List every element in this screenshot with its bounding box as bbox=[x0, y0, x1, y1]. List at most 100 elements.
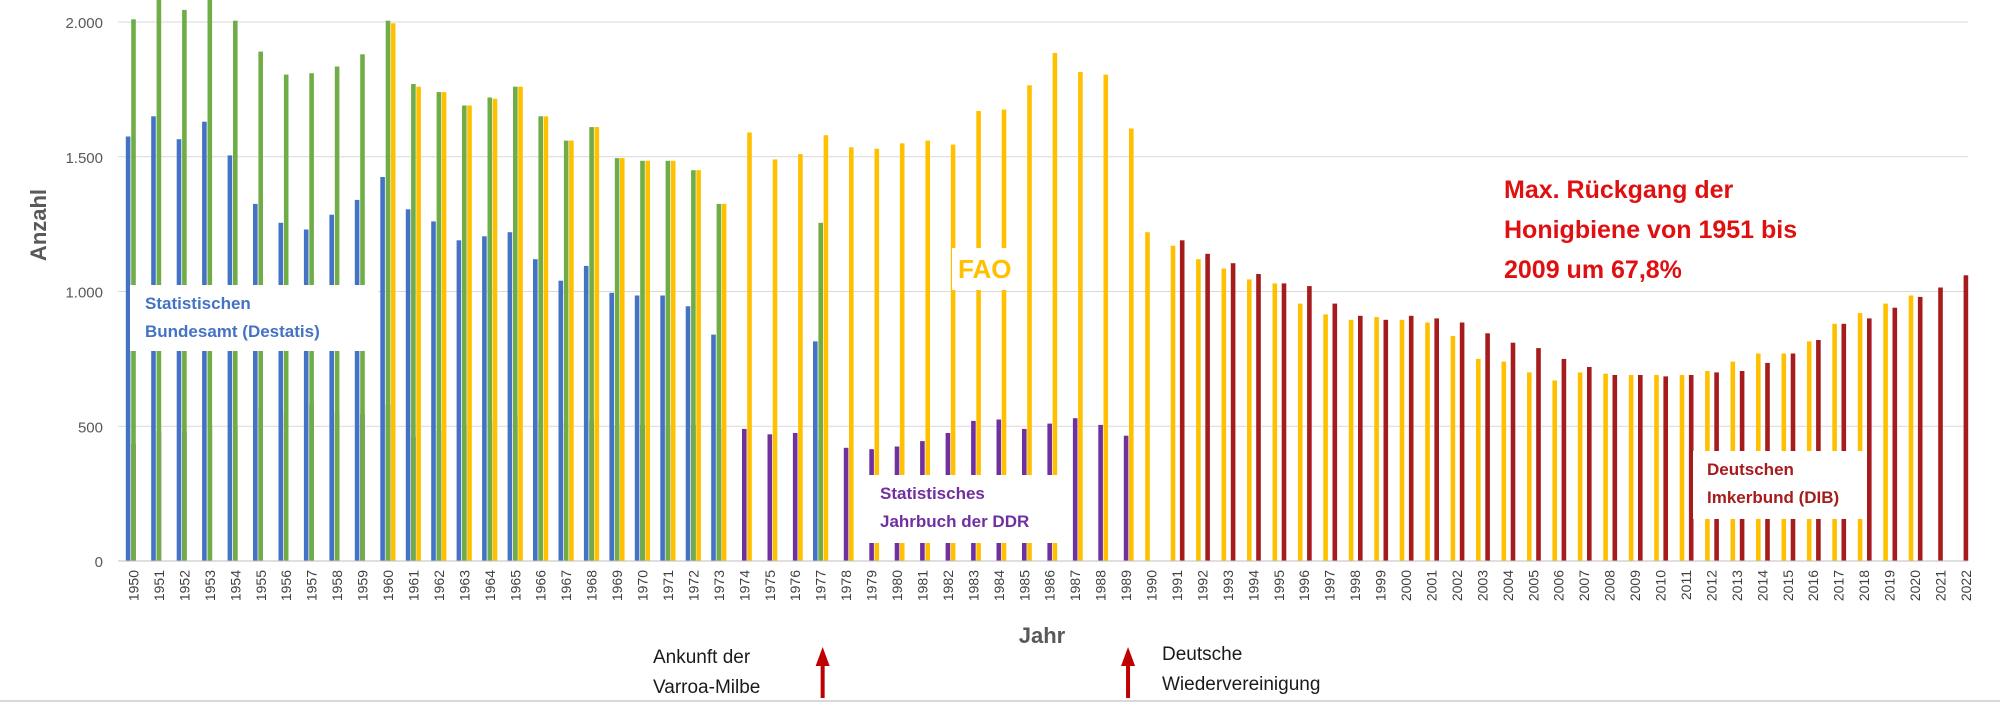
bar-destatis bbox=[278, 222, 284, 562]
bar-fao bbox=[1323, 314, 1328, 561]
bar-green bbox=[691, 170, 696, 561]
bar-dib bbox=[1383, 319, 1389, 561]
x-tick-label: 1971 bbox=[660, 570, 676, 601]
bar-fao bbox=[441, 92, 447, 561]
bar-fao bbox=[1078, 71, 1083, 562]
bar-green bbox=[818, 222, 823, 562]
bar-ddr bbox=[1072, 418, 1078, 561]
bar-green bbox=[563, 140, 569, 561]
x-tick-label: 2003 bbox=[1474, 570, 1490, 601]
bar-green bbox=[538, 116, 543, 562]
bar-destatis bbox=[456, 240, 462, 562]
bar-fao bbox=[1603, 373, 1608, 561]
bar-dib bbox=[1938, 287, 1943, 561]
x-tick-label: 2014 bbox=[1754, 570, 1770, 601]
x-tick-label: 2019 bbox=[1882, 570, 1898, 601]
varroa-annotation: Varroa-Milbe bbox=[653, 677, 760, 698]
bottom-rule bbox=[0, 700, 2000, 702]
bar-fao bbox=[772, 159, 778, 561]
y-tick-label: 500 bbox=[78, 419, 103, 436]
x-tick-label: 1968 bbox=[584, 570, 600, 601]
x-tick-label: 1959 bbox=[355, 570, 371, 601]
x-tick-label: 1995 bbox=[1271, 570, 1287, 601]
label-destatis-text: Statistischen bbox=[145, 294, 251, 313]
bar-fao bbox=[467, 105, 472, 561]
x-tick-label: 2021 bbox=[1932, 570, 1948, 601]
bar-dib bbox=[1358, 315, 1363, 561]
bar-dib bbox=[1816, 340, 1821, 561]
bar-fao bbox=[1052, 53, 1058, 561]
x-tick-label: 2018 bbox=[1856, 570, 1872, 601]
label-fao: FAO bbox=[952, 248, 1024, 290]
bar-destatis bbox=[125, 136, 131, 561]
x-tick-label: 1951 bbox=[151, 570, 167, 601]
x-tick-label: 2007 bbox=[1576, 570, 1592, 601]
bar-fao bbox=[1908, 295, 1914, 561]
label-dib: Deutschen Imkerbund (DIB) bbox=[1693, 451, 1863, 519]
bar-dib bbox=[1281, 283, 1287, 561]
bar-fao bbox=[1832, 323, 1837, 561]
bar-fao bbox=[1527, 372, 1532, 561]
bar-fao bbox=[747, 132, 752, 561]
bar-dib bbox=[1434, 318, 1439, 561]
bar-fao bbox=[950, 144, 956, 561]
bar-fao bbox=[569, 140, 574, 561]
bar-green bbox=[665, 160, 671, 562]
x-tick-label: 1958 bbox=[329, 570, 345, 601]
bar-destatis bbox=[354, 199, 360, 561]
bar-fao bbox=[492, 98, 498, 562]
x-tick-label: 1964 bbox=[482, 570, 498, 601]
bar-fao bbox=[1129, 128, 1134, 561]
x-tick-label: 2013 bbox=[1729, 570, 1745, 601]
x-tick-label: 2002 bbox=[1449, 570, 1465, 601]
x-tick-label: 1991 bbox=[1169, 570, 1185, 601]
x-tick-label: 1950 bbox=[126, 570, 142, 601]
x-tick-label: 1965 bbox=[507, 570, 523, 601]
bar-fao bbox=[899, 143, 905, 562]
bar-fao bbox=[1247, 279, 1252, 561]
bar-fao bbox=[798, 154, 803, 561]
x-tick-label: 1998 bbox=[1347, 570, 1363, 601]
bar-dib bbox=[1332, 303, 1338, 561]
label-destatis-bg bbox=[130, 285, 378, 351]
x-tick-label: 1960 bbox=[380, 570, 396, 601]
bar-dib bbox=[1179, 240, 1185, 562]
label-dib-text: Deutschen bbox=[1707, 460, 1794, 479]
bar-ddr bbox=[1098, 424, 1103, 561]
x-tick-label: 1970 bbox=[635, 570, 651, 601]
bar-fao bbox=[1476, 358, 1481, 561]
label-ddr-text: Statistisches bbox=[880, 484, 985, 503]
bar-green bbox=[156, 0, 162, 561]
x-tick-label: 1994 bbox=[1245, 570, 1261, 601]
decline-annotation: Max. Rückgang der bbox=[1504, 176, 1733, 204]
bar-ddr bbox=[767, 434, 773, 561]
x-tick-label: 1999 bbox=[1373, 570, 1389, 601]
label-ddr-text: Jahrbuch der DDR bbox=[880, 512, 1029, 531]
x-tick-label: 1990 bbox=[1144, 570, 1160, 601]
x-tick-label: 1992 bbox=[1194, 570, 1210, 601]
x-tick-label: 1977 bbox=[813, 570, 829, 601]
bar-destatis bbox=[634, 295, 640, 561]
bar-fao bbox=[1145, 232, 1150, 561]
x-tick-label: 2009 bbox=[1627, 570, 1643, 601]
bar-fao bbox=[1001, 109, 1007, 561]
bar-fao bbox=[1552, 380, 1557, 561]
x-axis-title: Jahr bbox=[1019, 623, 1066, 648]
x-tick-label: 1962 bbox=[431, 570, 447, 601]
decline-annotation: 2009 um 67,8% bbox=[1504, 256, 1682, 284]
annotations: Max. Rückgang der Honigbiene von 1951 bis… bbox=[653, 176, 1797, 698]
y-tick-label: 1.000 bbox=[65, 285, 103, 302]
bar-destatis bbox=[380, 177, 385, 561]
label-destatis-text: Bundesamt (Destatis) bbox=[145, 322, 320, 341]
x-tick-label: 1978 bbox=[838, 570, 854, 601]
label-ddr-bg bbox=[868, 475, 1068, 543]
bar-fao bbox=[1374, 317, 1379, 561]
x-tick-label: 1973 bbox=[711, 570, 727, 601]
x-tick-label: 2011 bbox=[1678, 570, 1694, 600]
bar-fao bbox=[696, 170, 701, 561]
bar-fao bbox=[1501, 361, 1507, 561]
bar-dib bbox=[1892, 307, 1898, 561]
bar-destatis bbox=[583, 265, 589, 561]
